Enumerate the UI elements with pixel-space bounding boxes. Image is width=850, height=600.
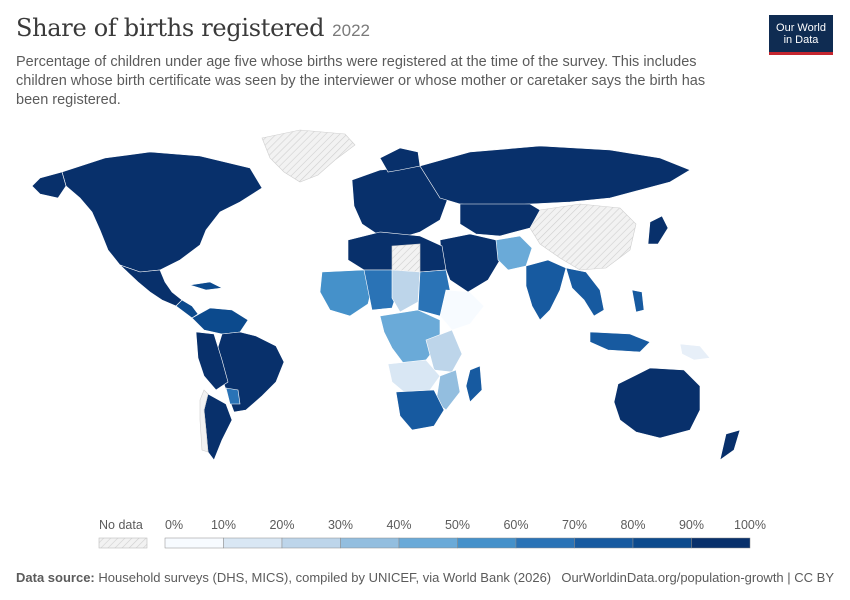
legend-tick-label: 40% [386,518,411,532]
chart-footer: Data source: Household surveys (DHS, MIC… [16,570,834,585]
region-alaska[interactable] [31,171,67,199]
legend-bin[interactable] [574,537,634,549]
legend-bin[interactable] [164,537,224,549]
region-colombia-venezuela[interactable] [191,307,249,335]
region-japan[interactable] [647,215,669,245]
region-canada-usa[interactable] [61,151,263,273]
region-russia[interactable] [419,145,691,207]
legend-tick-label: 90% [679,518,704,532]
source-text[interactable]: Household surveys (DHS, MICS), compiled … [98,570,552,585]
region-central-america[interactable] [175,299,199,319]
legend-bin[interactable] [515,537,575,549]
footer-credit[interactable]: OurWorldinData.org/population-growth | C… [561,570,834,585]
legend-tick-label: 80% [620,518,645,532]
region-horn-africa[interactable] [439,289,485,331]
world-map[interactable] [0,120,850,500]
chart-subtitle: Percentage of children under age five wh… [16,54,706,108]
region-indonesia[interactable] [589,331,651,353]
region-paraguay[interactable] [225,387,241,405]
region-greenland[interactable] [261,129,356,183]
chart-header: Share of births registered 2022 [16,14,370,42]
region-png[interactable] [679,343,711,361]
region-philippines[interactable] [631,289,645,313]
region-china[interactable] [529,203,637,271]
legend-tick-label: 70% [562,518,587,532]
region-pakistan-afghanistan[interactable] [495,235,533,271]
region-central-asia[interactable] [459,203,541,237]
legend-tick-label: 10% [211,518,236,532]
region-mexico[interactable] [119,264,183,307]
region-peru-bolivia[interactable] [195,331,229,391]
legend-bin[interactable] [398,537,458,549]
region-west-africa[interactable] [319,269,373,317]
chart-title: Share of births registered [16,14,325,42]
region-southern-africa[interactable] [395,389,445,431]
region-chile[interactable] [199,389,209,453]
region-india[interactable] [525,259,567,321]
legend-tick-label: 60% [503,518,528,532]
region-madagascar[interactable] [465,365,483,403]
legend-bin[interactable] [281,537,341,549]
logo-line-2: in Data [783,33,819,46]
legend-bin[interactable] [223,537,283,549]
region-australia[interactable] [613,367,701,439]
map-legend: No data 0% 10% 20% 30% 40% 50% 60% 70% 80% 90% 100… [98,518,766,549]
legend-bin[interactable] [691,537,751,549]
owid-logo[interactable]: Our World in Data [769,15,833,55]
legend-tick-label: 30% [328,518,353,532]
legend-bin[interactable] [340,537,400,549]
region-southeast-asia[interactable] [565,267,605,317]
source-label: Data source: [16,570,95,585]
legend-bin[interactable] [632,537,692,549]
legend-bin[interactable] [457,537,517,549]
region-new-zealand[interactable] [719,429,741,461]
legend-tick-label: 100% [734,518,766,532]
region-chad[interactable] [391,269,421,313]
legend-tick-label: 20% [269,518,294,532]
region-east-africa[interactable] [425,329,463,373]
region-argentina[interactable] [203,393,233,461]
legend-no-data-label: No data [99,518,143,532]
logo-line-1: Our World [776,21,826,34]
legend-tick-label: 0% [165,518,183,532]
chart-year: 2022 [332,21,370,40]
region-angola-zambia[interactable] [387,359,441,393]
legend-tick-label: 50% [445,518,470,532]
region-libya-nodata[interactable] [391,243,421,273]
region-caribbean[interactable] [189,281,224,291]
legend-no-data-swatch [98,537,148,549]
region-middle-east[interactable] [439,233,501,293]
